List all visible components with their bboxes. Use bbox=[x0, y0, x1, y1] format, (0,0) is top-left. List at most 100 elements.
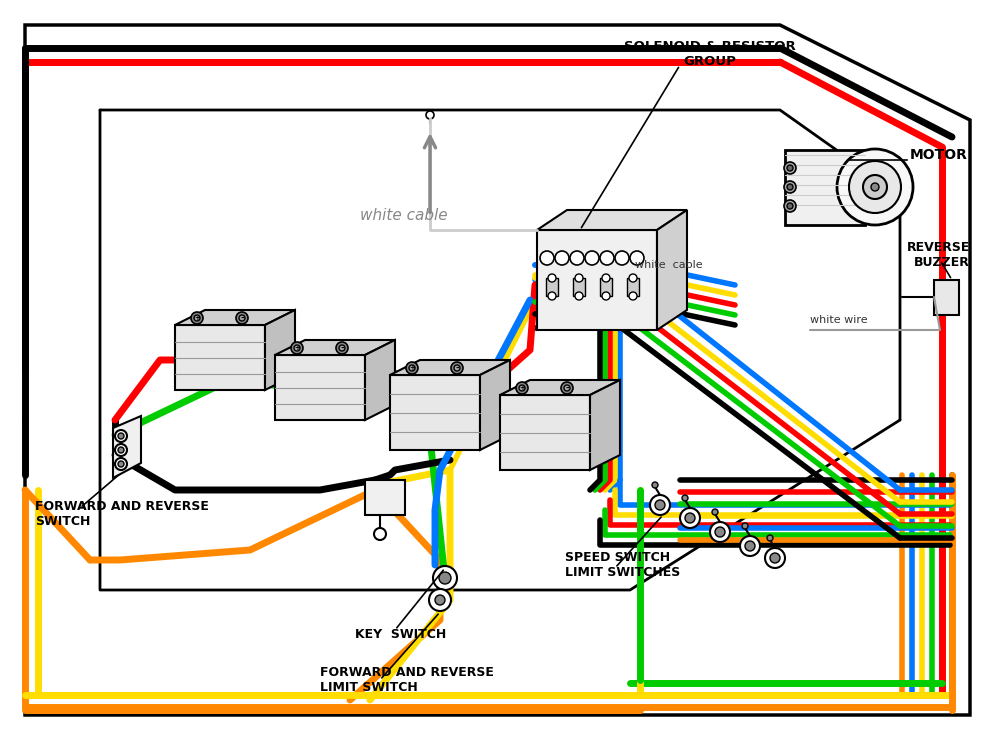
Circle shape bbox=[118, 461, 124, 467]
Circle shape bbox=[770, 553, 780, 563]
Circle shape bbox=[118, 433, 124, 439]
Circle shape bbox=[685, 513, 695, 523]
Circle shape bbox=[439, 572, 451, 584]
Circle shape bbox=[585, 251, 599, 265]
Text: -: - bbox=[455, 363, 459, 372]
Circle shape bbox=[602, 274, 610, 282]
Text: FORWARD AND REVERSE
SWITCH: FORWARD AND REVERSE SWITCH bbox=[35, 500, 209, 528]
Circle shape bbox=[115, 458, 127, 470]
Circle shape bbox=[712, 509, 718, 515]
Circle shape bbox=[519, 385, 525, 391]
Circle shape bbox=[787, 203, 793, 209]
Circle shape bbox=[191, 312, 203, 324]
Circle shape bbox=[682, 495, 688, 501]
Circle shape bbox=[374, 528, 386, 540]
Circle shape bbox=[561, 382, 573, 394]
Circle shape bbox=[655, 500, 665, 510]
Circle shape bbox=[454, 365, 460, 371]
Circle shape bbox=[336, 342, 348, 354]
Circle shape bbox=[784, 200, 796, 212]
Circle shape bbox=[787, 184, 793, 190]
Text: white wire: white wire bbox=[810, 315, 868, 325]
Circle shape bbox=[740, 536, 760, 556]
Text: SPEED SWITCH
LIMIT SWITCHES: SPEED SWITCH LIMIT SWITCHES bbox=[565, 551, 680, 579]
Text: MOTOR: MOTOR bbox=[910, 148, 968, 162]
Circle shape bbox=[115, 444, 127, 456]
Circle shape bbox=[629, 292, 637, 300]
Circle shape bbox=[239, 315, 245, 321]
Circle shape bbox=[294, 345, 300, 351]
Circle shape bbox=[339, 345, 345, 351]
Polygon shape bbox=[175, 310, 295, 325]
Bar bbox=[546, 278, 558, 296]
Circle shape bbox=[575, 292, 583, 300]
Circle shape bbox=[115, 430, 127, 442]
Circle shape bbox=[409, 365, 415, 371]
Text: -: - bbox=[240, 313, 244, 322]
Circle shape bbox=[548, 292, 556, 300]
Circle shape bbox=[435, 595, 445, 605]
Text: +: + bbox=[519, 385, 525, 391]
Circle shape bbox=[745, 541, 755, 551]
Circle shape bbox=[236, 312, 248, 324]
Circle shape bbox=[429, 589, 451, 611]
Bar bbox=[573, 278, 585, 296]
Text: FORWARD AND REVERSE
LIMIT SWITCH: FORWARD AND REVERSE LIMIT SWITCH bbox=[320, 666, 494, 694]
Circle shape bbox=[600, 251, 614, 265]
Circle shape bbox=[650, 495, 670, 515]
Polygon shape bbox=[113, 416, 141, 478]
Text: +: + bbox=[409, 365, 415, 371]
Polygon shape bbox=[480, 360, 510, 450]
Circle shape bbox=[871, 183, 879, 191]
Polygon shape bbox=[537, 210, 687, 230]
Circle shape bbox=[118, 447, 124, 453]
Circle shape bbox=[849, 161, 901, 213]
Circle shape bbox=[564, 385, 570, 391]
Circle shape bbox=[602, 292, 610, 300]
Bar bbox=[934, 280, 959, 315]
Polygon shape bbox=[500, 395, 590, 470]
Polygon shape bbox=[537, 230, 657, 330]
Circle shape bbox=[406, 362, 418, 374]
Polygon shape bbox=[390, 375, 480, 450]
Bar bbox=[627, 278, 639, 296]
Circle shape bbox=[715, 527, 725, 537]
Polygon shape bbox=[275, 355, 365, 420]
Polygon shape bbox=[365, 340, 395, 420]
Circle shape bbox=[194, 315, 200, 321]
Circle shape bbox=[451, 362, 463, 374]
Circle shape bbox=[767, 535, 773, 541]
Text: -: - bbox=[565, 383, 569, 392]
Circle shape bbox=[784, 162, 796, 174]
Text: +: + bbox=[294, 345, 300, 351]
Polygon shape bbox=[25, 25, 970, 715]
Polygon shape bbox=[390, 360, 510, 375]
Circle shape bbox=[837, 149, 913, 225]
Circle shape bbox=[570, 251, 584, 265]
Text: -: - bbox=[340, 343, 344, 353]
Polygon shape bbox=[265, 310, 295, 390]
Circle shape bbox=[629, 274, 637, 282]
Polygon shape bbox=[365, 480, 405, 515]
Circle shape bbox=[291, 342, 303, 354]
Circle shape bbox=[863, 175, 887, 199]
Circle shape bbox=[710, 522, 730, 542]
Polygon shape bbox=[275, 340, 395, 355]
Circle shape bbox=[426, 111, 434, 119]
Text: SOLENOID & RESISTOR
GROUP: SOLENOID & RESISTOR GROUP bbox=[624, 40, 796, 68]
Circle shape bbox=[516, 382, 528, 394]
Circle shape bbox=[548, 274, 556, 282]
Circle shape bbox=[433, 566, 457, 590]
Polygon shape bbox=[175, 325, 265, 390]
Circle shape bbox=[540, 251, 554, 265]
Polygon shape bbox=[500, 380, 620, 395]
Polygon shape bbox=[590, 380, 620, 470]
Text: KEY  SWITCH: KEY SWITCH bbox=[355, 628, 446, 642]
Circle shape bbox=[680, 508, 700, 528]
Text: white cable: white cable bbox=[360, 207, 448, 222]
Polygon shape bbox=[657, 210, 687, 330]
Circle shape bbox=[615, 251, 629, 265]
Circle shape bbox=[575, 274, 583, 282]
Circle shape bbox=[630, 251, 644, 265]
Circle shape bbox=[742, 523, 748, 529]
